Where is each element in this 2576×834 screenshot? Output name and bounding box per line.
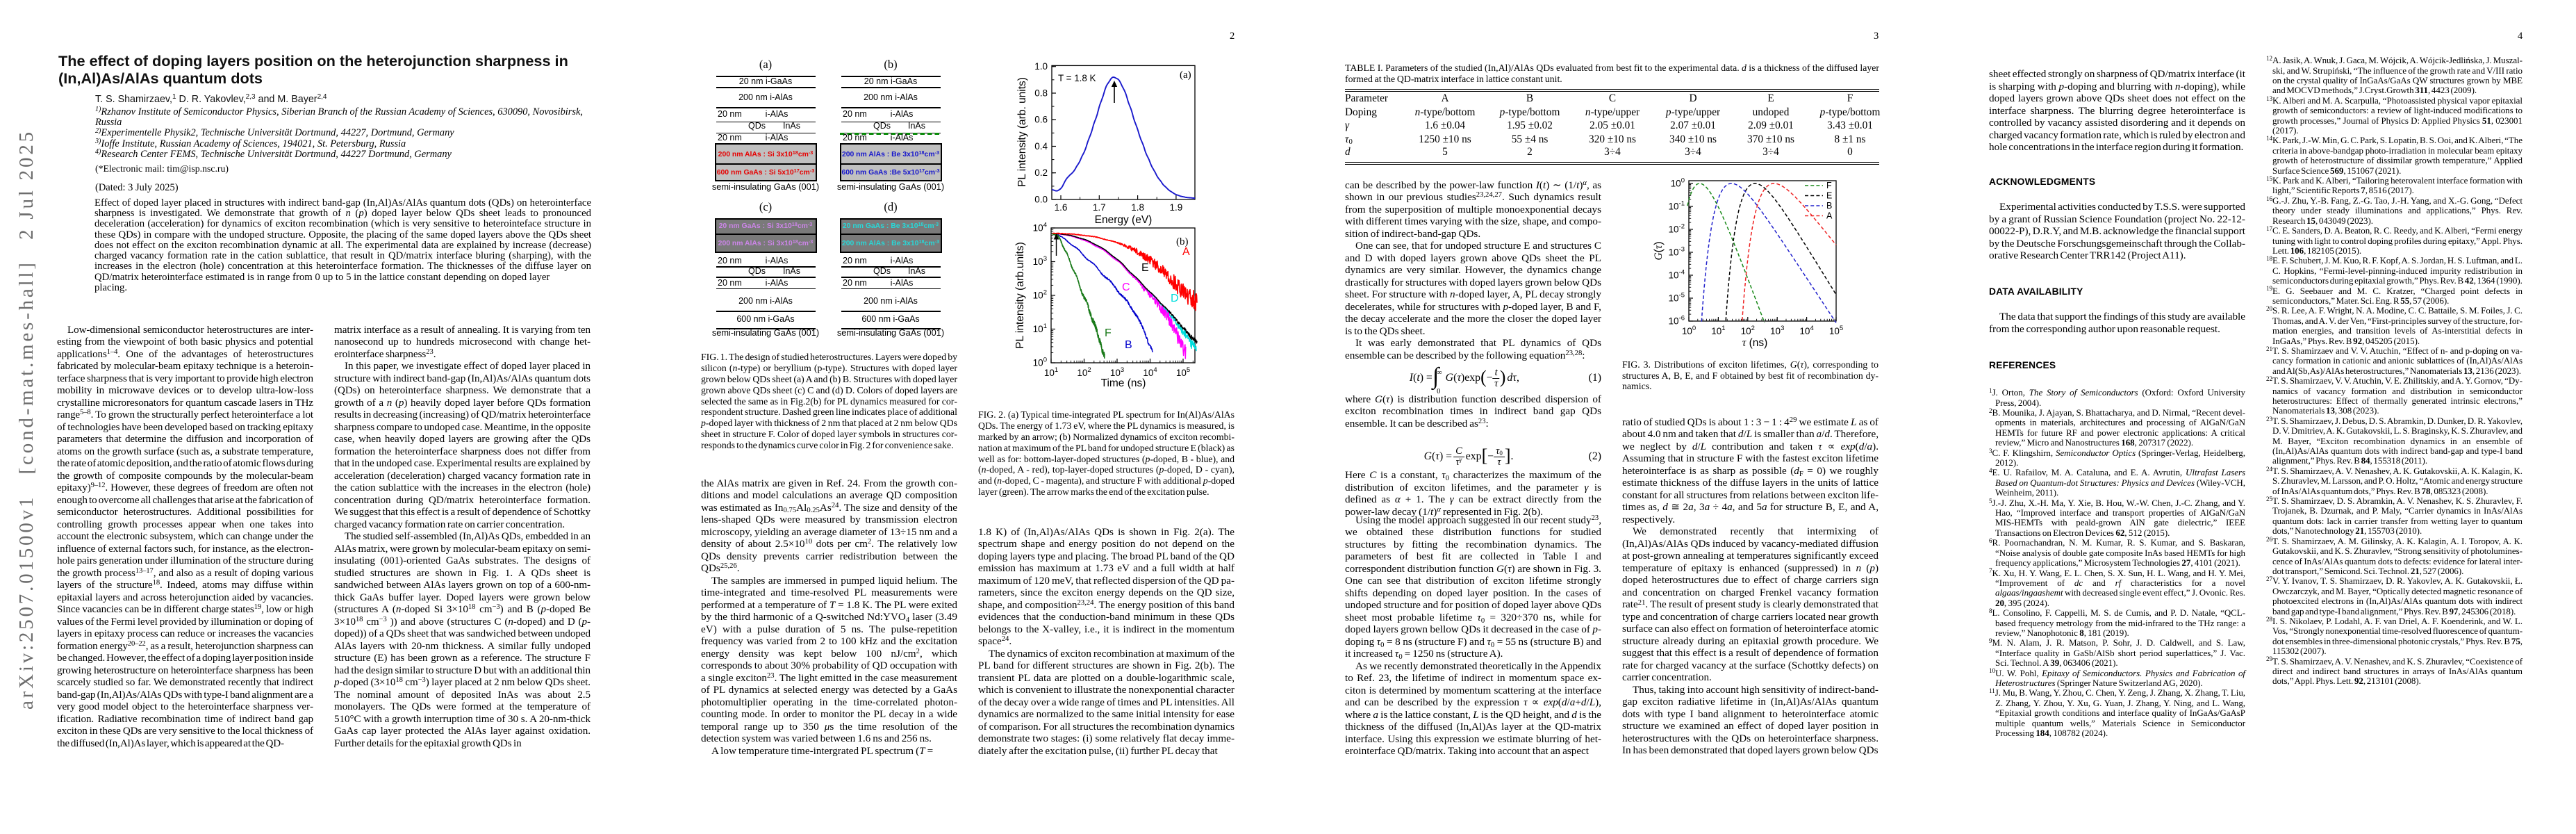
svg-text:102: 102: [1077, 366, 1091, 378]
svg-text:104: 104: [1799, 325, 1813, 336]
svg-text:A: A: [1182, 246, 1190, 258]
svg-text:τ (ns): τ (ns): [1742, 337, 1768, 349]
svg-text:1.9: 1.9: [1170, 202, 1183, 213]
svg-text:10-6: 10-6: [1669, 315, 1685, 327]
svg-text:105: 105: [1829, 325, 1843, 336]
svg-text:0.2: 0.2: [1034, 167, 1048, 178]
svg-text:1.0: 1.0: [1034, 61, 1048, 72]
svg-text:1.8: 1.8: [1131, 202, 1144, 213]
svg-text:100: 100: [1671, 177, 1685, 189]
svg-text:103: 103: [1110, 366, 1124, 378]
svg-text:F: F: [1105, 327, 1112, 339]
svg-text:Time (ns): Time (ns): [1101, 377, 1146, 389]
svg-text:(a): (a): [1180, 70, 1191, 81]
svg-text:101: 101: [1033, 322, 1047, 334]
svg-text:102: 102: [1033, 289, 1047, 301]
svg-text:0.4: 0.4: [1034, 141, 1048, 152]
svg-text:1.6: 1.6: [1055, 202, 1068, 213]
svg-text:D: D: [1171, 293, 1179, 304]
svg-text:E: E: [1141, 262, 1149, 274]
svg-text:10-4: 10-4: [1669, 269, 1685, 281]
svg-text:0.6: 0.6: [1034, 115, 1048, 125]
svg-text:B: B: [1826, 201, 1832, 211]
svg-text:102: 102: [1741, 325, 1755, 336]
svg-text:10-1: 10-1: [1669, 200, 1685, 212]
svg-text:E: E: [1826, 191, 1832, 201]
svg-text:101: 101: [1711, 325, 1725, 336]
svg-text:T = 1.8 K: T = 1.8 K: [1058, 73, 1096, 83]
svg-text:Energy (eV): Energy (eV): [1095, 214, 1153, 226]
svg-text:G(τ): G(τ): [1653, 241, 1665, 260]
svg-text:1.7: 1.7: [1093, 202, 1106, 213]
svg-text:10-5: 10-5: [1669, 292, 1685, 304]
svg-text:PL intensity (arb. units): PL intensity (arb. units): [1016, 77, 1028, 187]
svg-text:105: 105: [1176, 366, 1190, 378]
svg-text:F: F: [1826, 181, 1832, 190]
svg-text:103: 103: [1770, 325, 1784, 336]
svg-text:104: 104: [1033, 222, 1047, 234]
svg-text:101: 101: [1044, 366, 1058, 378]
svg-text:A: A: [1826, 211, 1833, 221]
svg-text:10-3: 10-3: [1669, 246, 1685, 258]
svg-text:0.8: 0.8: [1034, 88, 1048, 99]
svg-text:0.0: 0.0: [1034, 195, 1048, 205]
svg-text:C: C: [1122, 281, 1130, 293]
svg-text:(b): (b): [1176, 236, 1189, 247]
svg-text:100: 100: [1682, 325, 1696, 336]
svg-text:B: B: [1125, 339, 1132, 351]
svg-text:10-2: 10-2: [1669, 223, 1685, 235]
svg-text:100: 100: [1033, 357, 1047, 368]
svg-text:PL intensity (arb.units): PL intensity (arb.units): [1014, 242, 1026, 349]
svg-text:103: 103: [1033, 255, 1047, 267]
svg-text:104: 104: [1143, 366, 1157, 378]
